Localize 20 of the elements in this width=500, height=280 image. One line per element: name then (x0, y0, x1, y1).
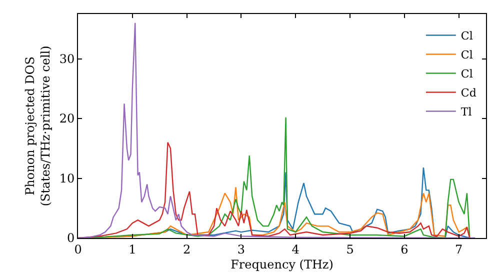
line-series (78, 22, 476, 238)
y-axis-title: Phonon projected DOS (States/THz·primitive cell) (23, 46, 53, 206)
x-tick-label: 2 (182, 242, 191, 256)
x-tick-label: 5 (346, 242, 354, 256)
line-series (78, 142, 470, 238)
x-axis-title: Frequency (THz) (230, 257, 334, 272)
legend-label: Cl (460, 68, 474, 81)
x-tick-label: 6 (400, 242, 408, 256)
y-tick-label: 0 (66, 231, 75, 246)
legend-label: Cl (460, 30, 474, 43)
x-tick-label: 3 (237, 242, 246, 256)
y-tick-label: 10 (59, 171, 75, 186)
y-tick-label: 30 (59, 52, 75, 66)
legend-label: Cl (460, 48, 474, 62)
legend-label: Tl (460, 106, 472, 119)
x-tick-label: 7 (454, 242, 463, 256)
legend-label: Cd (460, 86, 476, 100)
x-tick-label: 1 (128, 242, 136, 256)
y-tick-label: 20 (59, 112, 75, 126)
x-tick-label: 4 (292, 242, 300, 256)
